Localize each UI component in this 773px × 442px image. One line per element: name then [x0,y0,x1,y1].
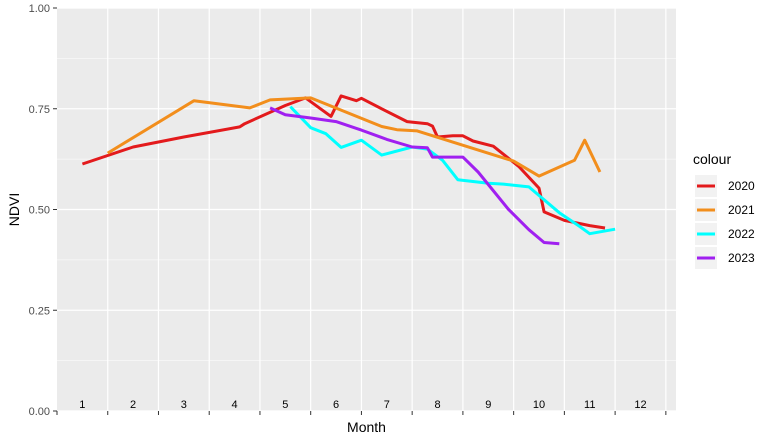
month-label: 3 [181,399,187,411]
month-label: 7 [384,399,390,411]
series-line-2020 [81,94,606,230]
y-tick-label: 0.25 [29,305,50,317]
month-label: 9 [485,399,491,411]
axes: 0.00 0.25 0.50 0.75 1.00 [29,3,667,418]
month-label: 1 [79,399,85,411]
y-axis-title: NDVI [6,193,22,226]
legend-title: colour [693,151,731,167]
month-label: 11 [584,399,595,411]
series-lines [81,94,616,246]
legend: colour 2020 2021 2022 2023 [693,151,755,269]
month-label: 12 [634,399,646,411]
x-axis-title: Month [347,419,386,435]
series-line-2023 [269,106,560,246]
legend-label-2022: 2022 [728,227,755,241]
month-labels: 1 2 3 4 5 6 7 8 9 10 11 12 [79,399,646,411]
series-line-2021 [106,96,602,178]
month-label: 2 [130,399,136,411]
legend-label-2020: 2020 [728,179,755,193]
month-label: 10 [533,399,545,411]
legend-label-2021: 2021 [728,203,755,217]
month-label: 5 [282,399,288,411]
grid-lines [57,7,676,412]
y-tick-label: 0.75 [29,104,50,116]
legend-label-2023: 2023 [728,251,755,265]
month-label: 4 [232,399,238,411]
y-tick-label: 0.00 [29,406,50,418]
month-label: 8 [434,399,440,411]
series-line-2022 [289,105,616,236]
y-tick-label: 1.00 [29,3,50,15]
month-label: 6 [333,399,339,411]
y-tick-label: 0.50 [29,205,50,217]
